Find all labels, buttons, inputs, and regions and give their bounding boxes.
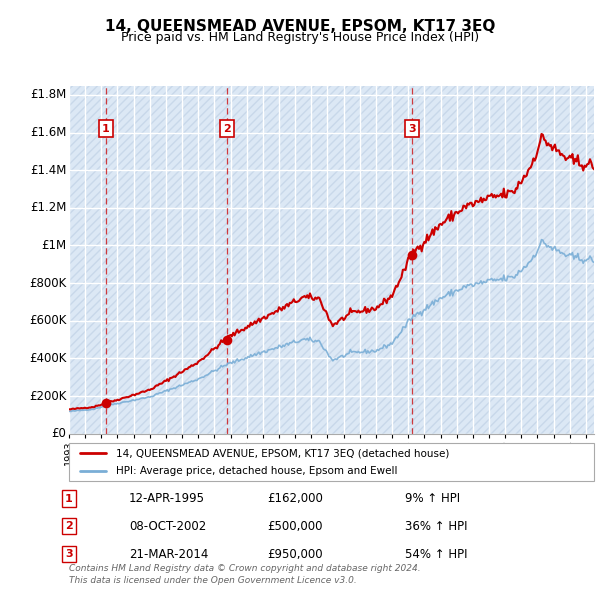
Text: 14, QUEENSMEAD AVENUE, EPSOM, KT17 3EQ (detached house): 14, QUEENSMEAD AVENUE, EPSOM, KT17 3EQ (…: [116, 448, 449, 458]
Text: £600K: £600K: [29, 314, 67, 327]
Text: 12-APR-1995: 12-APR-1995: [129, 492, 205, 505]
Text: Price paid vs. HM Land Registry's House Price Index (HPI): Price paid vs. HM Land Registry's House …: [121, 31, 479, 44]
Text: £0: £0: [52, 427, 67, 440]
Text: £400K: £400K: [29, 352, 67, 365]
Text: £162,000: £162,000: [267, 492, 323, 505]
Text: £500,000: £500,000: [267, 520, 323, 533]
Text: Contains HM Land Registry data © Crown copyright and database right 2024.
This d: Contains HM Land Registry data © Crown c…: [69, 564, 421, 585]
Text: 2: 2: [223, 124, 230, 134]
Text: 21-MAR-2014: 21-MAR-2014: [129, 548, 208, 560]
Text: 3: 3: [408, 124, 416, 134]
Text: £200K: £200K: [29, 389, 67, 402]
Text: £1.6M: £1.6M: [30, 126, 67, 139]
Text: 36% ↑ HPI: 36% ↑ HPI: [405, 520, 467, 533]
Text: £800K: £800K: [29, 277, 67, 290]
Text: £1M: £1M: [41, 239, 67, 252]
Text: 9% ↑ HPI: 9% ↑ HPI: [405, 492, 460, 505]
Text: 14, QUEENSMEAD AVENUE, EPSOM, KT17 3EQ: 14, QUEENSMEAD AVENUE, EPSOM, KT17 3EQ: [105, 19, 495, 34]
Text: £950,000: £950,000: [267, 548, 323, 560]
Text: 1: 1: [102, 124, 110, 134]
Text: 2: 2: [65, 522, 73, 531]
Text: £1.4M: £1.4M: [30, 163, 67, 177]
Text: 54% ↑ HPI: 54% ↑ HPI: [405, 548, 467, 560]
Text: £1.8M: £1.8M: [30, 88, 67, 101]
Text: £1.2M: £1.2M: [30, 201, 67, 214]
Text: HPI: Average price, detached house, Epsom and Ewell: HPI: Average price, detached house, Epso…: [116, 466, 398, 476]
Text: 1: 1: [65, 494, 73, 503]
Text: 08-OCT-2002: 08-OCT-2002: [129, 520, 206, 533]
Text: 3: 3: [65, 549, 73, 559]
